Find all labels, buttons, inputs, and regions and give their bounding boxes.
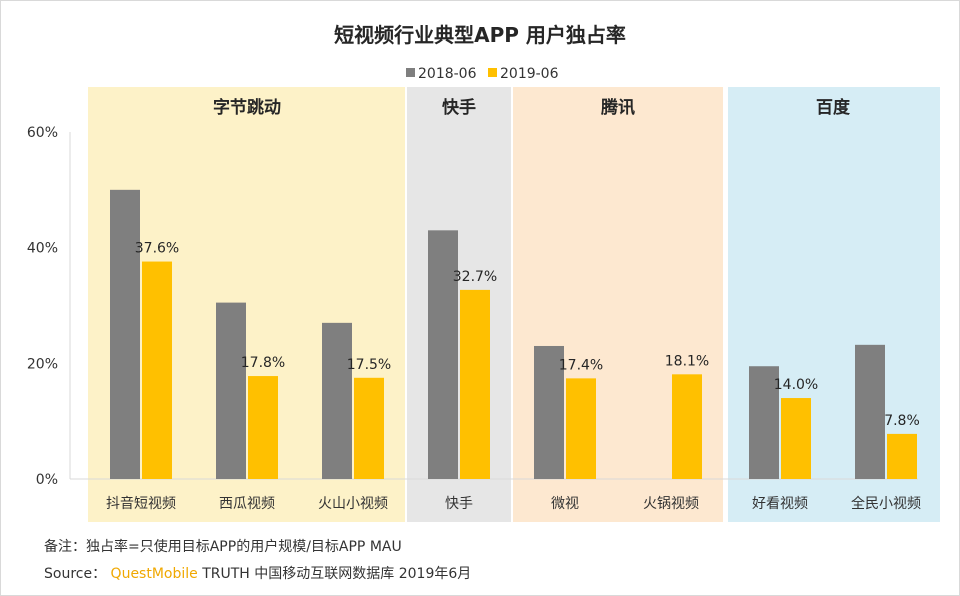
category-label-5: 火锅视频 bbox=[643, 496, 699, 512]
footnote-note: 备注：独占率=只使用目标APP的用户规模/目标APP MAU bbox=[44, 539, 402, 555]
group-bands: 字节跳动 快手 腾讯 百度 bbox=[88, 87, 940, 522]
category-label-2: 火山小视频 bbox=[318, 496, 388, 512]
group-band-1 bbox=[407, 87, 511, 522]
data-label-2019-06-7: 7.8% bbox=[884, 413, 920, 429]
category-label-0: 抖音短视频 bbox=[106, 495, 176, 512]
y-tick-label-1: 20% bbox=[27, 356, 58, 372]
legend-swatch-0 bbox=[406, 68, 415, 77]
legend-label-0: 2018-06 bbox=[418, 66, 477, 82]
category-labels: 抖音短视频 西瓜视频 火山小视频 快手 微视 火锅视频 好看视频 全民小视频 bbox=[106, 495, 921, 512]
bar-2019-06-0 bbox=[142, 261, 172, 479]
bar-2018-06-3 bbox=[428, 230, 458, 479]
category-label-7: 全民小视频 bbox=[851, 495, 921, 512]
data-label-2019-06-2: 17.5% bbox=[347, 357, 391, 373]
legend-label-1: 2019-06 bbox=[500, 66, 559, 82]
data-label-2019-06-0: 37.6% bbox=[135, 241, 179, 257]
bar-2019-06-6 bbox=[781, 398, 811, 479]
bar-2019-06-2 bbox=[354, 377, 384, 479]
bar-2018-06-0 bbox=[110, 189, 140, 480]
bar-2019-06-5 bbox=[672, 374, 702, 479]
bar-2018-06-6 bbox=[749, 366, 779, 479]
group-label-2: 腾讯 bbox=[601, 97, 635, 118]
category-label-1: 西瓜视频 bbox=[219, 496, 275, 512]
group-label-3: 百度 bbox=[816, 97, 851, 118]
bar-2018-06-7 bbox=[855, 344, 885, 479]
data-label-2019-06-5: 18.1% bbox=[665, 353, 709, 369]
source-rest: TRUTH 中国移动互联网数据库 2019年6月 bbox=[197, 566, 472, 582]
bar-2019-06-1 bbox=[248, 376, 278, 479]
bar-2018-06-1 bbox=[216, 302, 246, 479]
legend: 2018-06 2019-06 bbox=[406, 66, 559, 82]
bars bbox=[110, 189, 917, 480]
source-prefix: Source： bbox=[44, 566, 107, 582]
bar-2019-06-7 bbox=[887, 433, 917, 479]
bar-2019-06-3 bbox=[460, 289, 490, 479]
category-label-4: 微视 bbox=[551, 496, 579, 512]
data-label-2019-06-1: 17.8% bbox=[241, 355, 285, 371]
category-label-3: 快手 bbox=[445, 496, 473, 512]
category-label-6: 好看视频 bbox=[752, 496, 808, 512]
footnote-source: Source： QuestMobile TRUTH 中国移动互联网数据库 201… bbox=[44, 563, 471, 583]
bar-2019-06-4 bbox=[566, 378, 596, 479]
bar-2018-06-4 bbox=[534, 345, 564, 479]
questmobile-brand: QuestMobile bbox=[110, 566, 198, 582]
bar-2018-06-2 bbox=[322, 322, 352, 479]
data-label-2019-06-4: 17.4% bbox=[559, 357, 603, 373]
group-band-0 bbox=[88, 87, 405, 522]
group-label-1: 快手 bbox=[442, 97, 476, 118]
data-labels: 37.6% 17.8% 17.5% 32.7% 17.4% 18.1% 14.0% 7.8% bbox=[135, 241, 920, 429]
chart-title: 短视频行业典型APP 用户独占率 bbox=[334, 23, 626, 47]
y-tick-label-0: 0% bbox=[36, 472, 58, 488]
group-label-0: 字节跳动 bbox=[213, 97, 281, 118]
data-label-2019-06-3: 32.7% bbox=[453, 269, 497, 285]
y-tick-label-3: 60% bbox=[27, 125, 58, 141]
data-label-2019-06-6: 14.0% bbox=[774, 377, 818, 393]
legend-swatch-1 bbox=[488, 68, 497, 77]
y-tick-label-2: 40% bbox=[27, 241, 58, 257]
